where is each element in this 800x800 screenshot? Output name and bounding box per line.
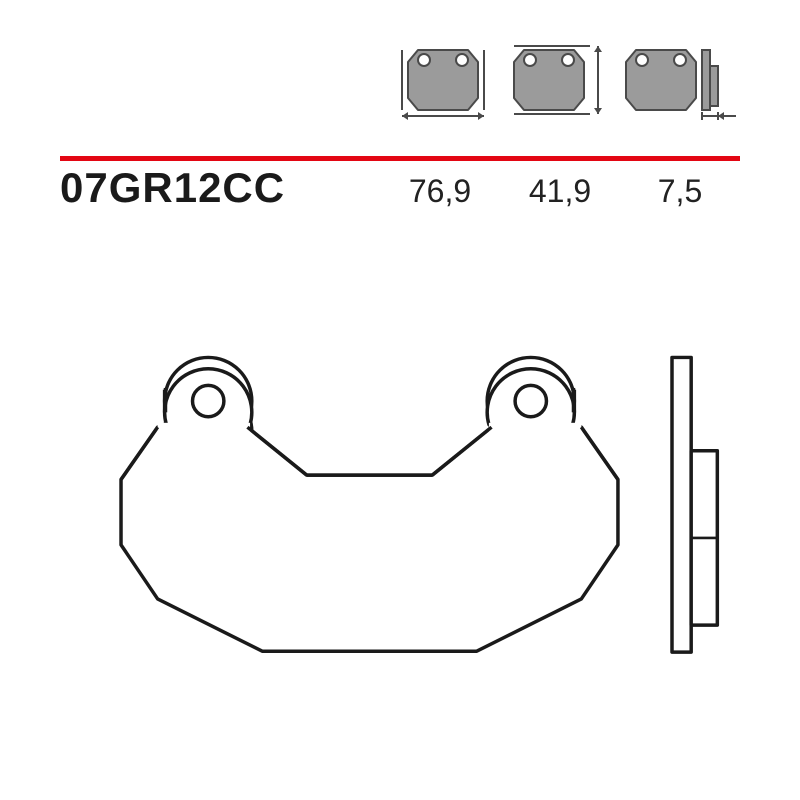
width-dimension-icon	[390, 40, 496, 120]
dimension-icons-row	[390, 40, 740, 120]
side-view	[672, 357, 717, 652]
width-value: 76,9	[380, 173, 500, 210]
thickness-value: 7,5	[620, 173, 740, 210]
drawing-svg	[60, 280, 740, 740]
thickness-dimension-icon	[614, 40, 740, 120]
height-dimension-icon	[502, 40, 608, 120]
part-code: 07GR12CC	[60, 164, 285, 212]
values-row: 07GR12CC 76,9 41,9 7,5	[60, 164, 740, 212]
dimension-values: 76,9 41,9 7,5	[380, 173, 740, 210]
front-view	[121, 357, 618, 651]
technical-drawing	[60, 280, 740, 740]
page-root: 07GR12CC 76,9 41,9 7,5	[0, 0, 800, 800]
height-value: 41,9	[500, 173, 620, 210]
divider-line	[60, 148, 740, 153]
